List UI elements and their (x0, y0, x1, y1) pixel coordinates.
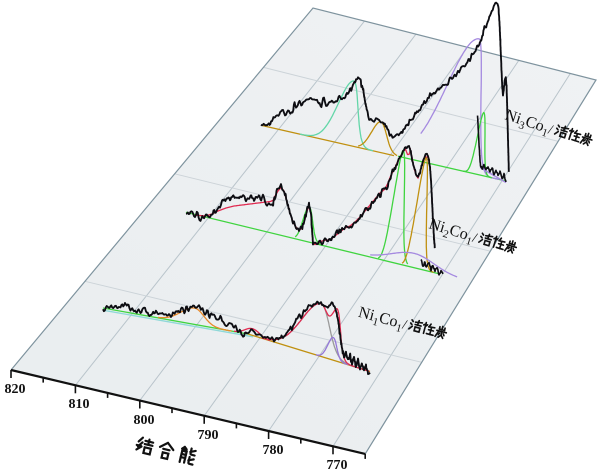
svg-text:820: 820 (5, 382, 26, 397)
svg-text:810: 810 (69, 397, 90, 412)
svg-text:790: 790 (198, 428, 219, 443)
svg-text:770: 770 (327, 458, 348, 469)
svg-text:800: 800 (134, 413, 155, 428)
svg-text:780: 780 (263, 443, 284, 458)
